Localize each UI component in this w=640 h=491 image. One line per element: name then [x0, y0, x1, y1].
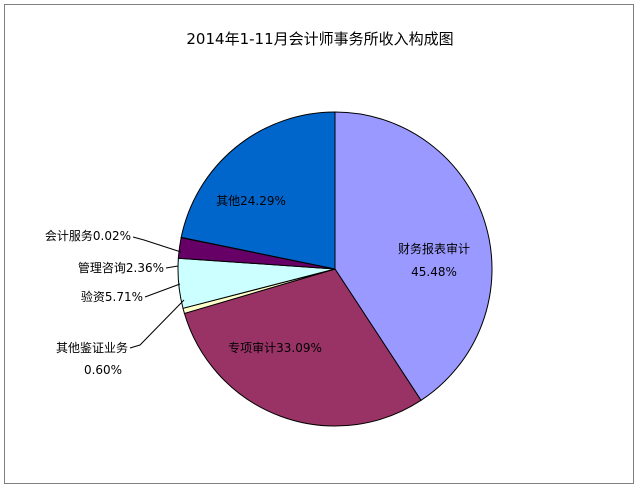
label-其他鉴证业务-value: 0.60%: [84, 363, 122, 377]
label-其他鉴证业务-name: 其他鉴证业务: [56, 340, 128, 355]
leader-line-其他鉴证业务: [129, 299, 185, 349]
pie-slice-专项审计: [183, 268, 422, 427]
label-会计服务: 会计服务0.02%: [45, 228, 131, 243]
leader-line-会计服务: [132, 236, 182, 253]
label-管理咨询: 管理咨询2.36%: [78, 260, 164, 275]
leader-line-管理咨询: [165, 265, 179, 269]
label-专项审计: 专项审计33.09%: [228, 340, 322, 355]
label-财务报表审计-name: 财务报表审计: [398, 241, 470, 256]
label-验资: 验资5.71%: [81, 289, 143, 304]
label-财务报表审计-value: 45.48%: [411, 265, 457, 279]
chart-title: 2014年1-11月会计师事务所收入构成图: [186, 30, 454, 48]
label-其他: 其他24.29%: [216, 194, 286, 208]
pie-slice-其他: [180, 111, 336, 270]
leader-line-验资: [144, 283, 181, 298]
